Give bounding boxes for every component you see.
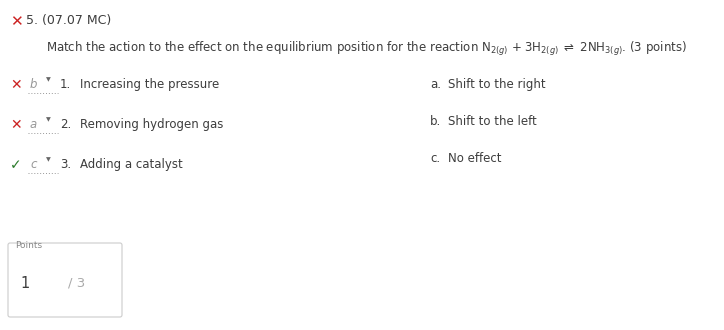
Text: Removing hydrogen gas: Removing hydrogen gas — [80, 118, 224, 131]
Text: Shift to the left: Shift to the left — [448, 115, 536, 128]
FancyBboxPatch shape — [8, 243, 122, 317]
Text: ▼: ▼ — [46, 77, 51, 82]
Text: Increasing the pressure: Increasing the pressure — [80, 78, 219, 91]
Text: ✓: ✓ — [10, 158, 22, 172]
Text: 2.: 2. — [60, 118, 71, 131]
Text: ✕: ✕ — [10, 78, 22, 92]
Text: Shift to the right: Shift to the right — [448, 78, 546, 91]
Text: c.: c. — [430, 152, 440, 165]
Text: Match the action to the effect on the equilibrium position for the reaction N$_{: Match the action to the effect on the eq… — [46, 40, 687, 58]
Text: No effect: No effect — [448, 152, 502, 165]
Text: b.: b. — [430, 115, 441, 128]
Text: 3.: 3. — [60, 158, 71, 171]
Text: ✕: ✕ — [10, 118, 22, 132]
Text: c: c — [30, 158, 36, 171]
Text: / 3: / 3 — [68, 277, 85, 289]
Text: 5. (07.07 MC): 5. (07.07 MC) — [22, 14, 111, 27]
Text: ✕: ✕ — [10, 14, 22, 29]
Text: 1: 1 — [20, 276, 29, 290]
Text: ▼: ▼ — [46, 157, 51, 162]
Text: a.: a. — [430, 78, 441, 91]
Text: 1.: 1. — [60, 78, 71, 91]
Text: Adding a catalyst: Adding a catalyst — [80, 158, 182, 171]
Text: b: b — [30, 78, 38, 91]
Text: ▼: ▼ — [46, 117, 51, 122]
Text: Points: Points — [15, 241, 42, 250]
Text: a: a — [30, 118, 37, 131]
